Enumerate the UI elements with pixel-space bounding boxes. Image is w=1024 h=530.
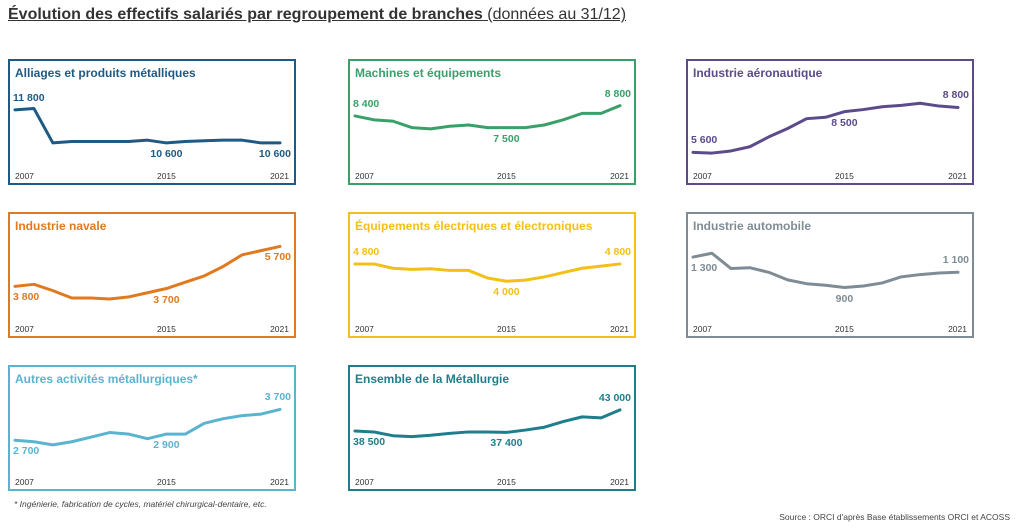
data-label: 1 100 — [942, 254, 969, 267]
chart-title: Machines et équipements — [355, 66, 502, 80]
series-line — [691, 101, 960, 155]
series-line — [353, 262, 622, 283]
x-tick-label: 2007 — [693, 324, 712, 334]
chart-panel-machines: Machines et équipements 2007 2015 2021 8 40… — [348, 59, 636, 185]
data-label: 900 — [835, 292, 854, 305]
data-label: 38 500 — [353, 436, 386, 448]
line-chart — [13, 106, 282, 145]
data-label: 1 300 — [691, 262, 718, 275]
x-tick-label: 2015 — [496, 324, 516, 334]
data-label: 8 800 — [942, 89, 969, 102]
data-label: 37 400 — [490, 437, 523, 450]
x-tick-label: 2007 — [355, 171, 374, 181]
series-line — [13, 244, 282, 301]
line-chart — [691, 251, 960, 290]
series-line — [353, 104, 622, 131]
x-tick-label: 2007 — [15, 324, 34, 334]
x-tick-label: 2015 — [834, 171, 854, 181]
x-tick-label: 2007 — [355, 477, 374, 487]
x-tick-label: 2021 — [610, 477, 629, 487]
x-tick-label: 2007 — [15, 477, 34, 487]
page-title: Évolution des effectifs salariés par reg… — [8, 6, 626, 24]
data-label: 4 800 — [353, 245, 380, 258]
line-chart — [353, 408, 622, 439]
data-label: 8 400 — [353, 97, 380, 110]
data-label: 2 700 — [13, 445, 40, 458]
chart-panel-electriques: Équipements électriques et électroniques… — [348, 212, 636, 338]
chart-title: Industrie automobile — [693, 219, 812, 233]
series-line — [691, 251, 960, 290]
x-tick-label: 2015 — [496, 171, 516, 181]
data-label: 3 800 — [13, 291, 40, 304]
chart-panel-aeronautique: Industrie aéronautique 2007 2015 2021 5 600… — [686, 59, 974, 185]
chart-title: Alliages et produits métalliques — [15, 66, 196, 80]
data-label: 7 500 — [493, 132, 520, 145]
data-label: 10 600 — [258, 147, 291, 160]
chart-panel-ensemble: Ensemble de la Métallurgie 2007 2015 2021 3… — [348, 365, 636, 491]
series-line — [13, 407, 282, 447]
x-tick-label: 2021 — [948, 324, 967, 334]
page-title-main: Évolution des effectifs salariés par reg… — [8, 6, 483, 23]
x-tick-label: 2015 — [834, 324, 854, 334]
x-tick-label: 2021 — [610, 171, 629, 181]
data-label: 5 600 — [691, 134, 718, 147]
data-label: 2 900 — [153, 439, 180, 452]
data-label: 8 500 — [831, 116, 858, 129]
series-line — [353, 408, 622, 439]
chart-panel-automobile: Industrie automobile 2007 2015 2021 1 300 90… — [686, 212, 974, 338]
x-tick-label: 2021 — [948, 171, 967, 181]
data-label: 11 800 — [13, 91, 45, 104]
line-chart — [353, 262, 622, 283]
chart-title: Ensemble de la Métallurgie — [355, 372, 510, 386]
chart-title: Autres activités métallurgiques* — [15, 372, 198, 386]
line-chart — [691, 101, 960, 155]
line-chart — [353, 104, 622, 131]
x-tick-label: 2021 — [270, 477, 289, 487]
x-tick-label: 2015 — [156, 171, 176, 181]
x-tick-label: 2021 — [610, 324, 629, 334]
series-line — [13, 106, 282, 145]
x-tick-label: 2007 — [15, 171, 34, 181]
data-label: 5 700 — [264, 251, 291, 264]
x-tick-label: 2021 — [270, 324, 289, 334]
data-label: 3 700 — [264, 391, 291, 404]
line-chart — [13, 244, 282, 301]
x-tick-label: 2007 — [355, 324, 374, 334]
data-label: 43 000 — [598, 391, 631, 404]
data-label: 4 000 — [493, 286, 520, 299]
data-label: 10 600 — [150, 147, 183, 160]
chart-panel-navale: Industrie navale 2007 2015 2021 3 800 3 700 5… — [8, 212, 296, 338]
x-tick-label: 2007 — [693, 171, 712, 181]
chart-title: Industrie aéronautique — [693, 66, 823, 80]
page-title-sub: (données au 31/12) — [482, 6, 627, 23]
source-note: Source : ORCI d'après Base établissement… — [779, 512, 1010, 522]
x-tick-label: 2021 — [270, 171, 289, 181]
x-tick-label: 2015 — [156, 324, 176, 334]
chart-title: Équipements électriques et électroniques — [355, 219, 593, 233]
chart-title: Industrie navale — [15, 219, 107, 233]
data-label: 3 700 — [153, 293, 180, 306]
x-tick-label: 2015 — [496, 477, 516, 487]
data-label: 4 800 — [604, 245, 631, 258]
line-chart — [13, 407, 282, 447]
chart-panel-autres: Autres activités métallurgiques* 2007 201… — [8, 365, 296, 491]
data-label: 8 800 — [604, 87, 631, 100]
footnote: * Ingénierie, fabrication de cycles, mat… — [14, 499, 267, 509]
x-tick-label: 2015 — [156, 477, 176, 487]
chart-panel-alliages: Alliages et produits métalliques 2007 201… — [8, 59, 296, 185]
